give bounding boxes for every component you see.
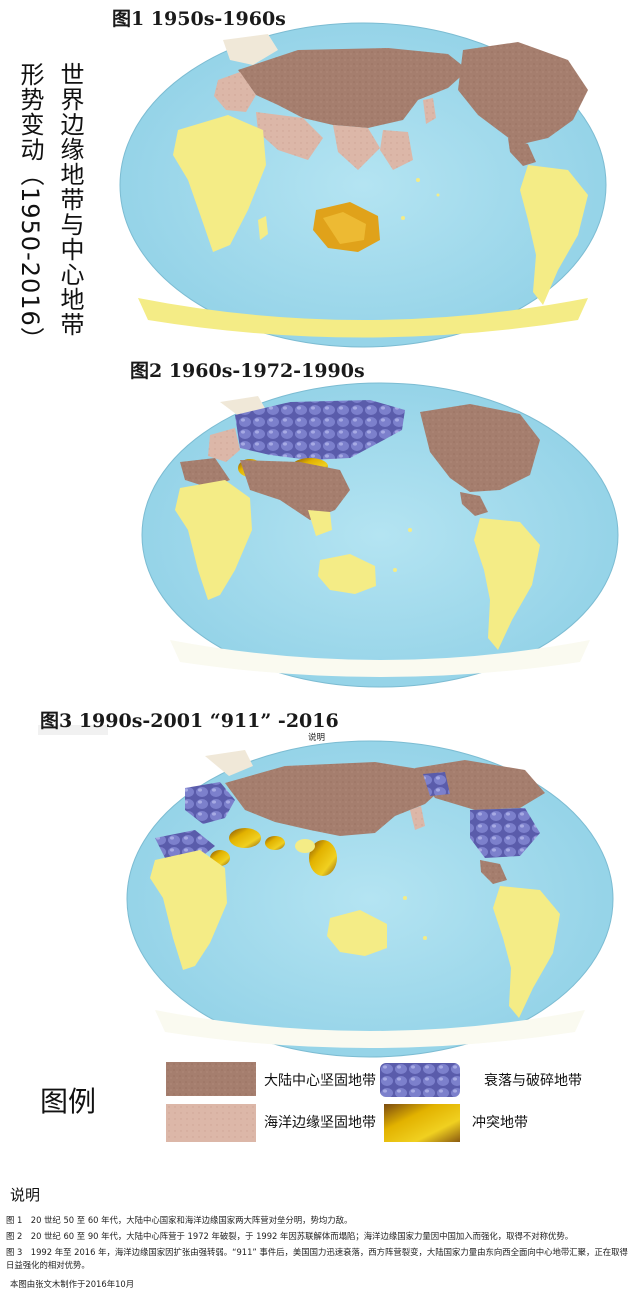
vertical-title-line1: 世界边缘地带与中心地带 <box>56 62 84 337</box>
small-caption: 说明 <box>308 733 326 743</box>
figure-3-title: 图3 1990s-2001 “911” -2016 <box>40 710 339 732</box>
legend-swatch-maritime <box>166 1104 256 1142</box>
note-figure-1: 图 1 20 世纪 50 至 60 年代，大陆中心国家和海洋边缘国家两大阵营对垒… <box>6 1215 353 1225</box>
figure-1-title: 图1 1950s-1960s <box>112 8 286 30</box>
figure-2-title: 图2 1960s-1972-1990s <box>130 360 365 382</box>
legend-label-maritime: 海洋边缘坚固地带 <box>264 1115 376 1131</box>
legend-heading: 图例 <box>40 1085 97 1118</box>
legend-swatch-continental <box>166 1062 256 1096</box>
world-map-2 <box>141 382 619 688</box>
legend-swatch-conflict <box>384 1104 460 1142</box>
notes-title: 说明 <box>10 1186 41 1204</box>
credit-line: 本图由张文木制作于2016年10月 <box>10 1279 135 1289</box>
legend-label-continental: 大陆中心坚固地带 <box>264 1073 376 1089</box>
legend-label-decline: 衰落与破碎地带 <box>484 1073 582 1089</box>
world-map-3 <box>126 740 614 1058</box>
world-map-1 <box>119 22 607 348</box>
figure-3-tag-background <box>38 725 108 735</box>
note-figure-3: 图 3 1992 年至 2016 年，海洋边缘国家因扩张由强转弱。“911” 事… <box>6 1247 628 1270</box>
legend-label-conflict: 冲突地带 <box>472 1115 528 1131</box>
note-figure-2: 图 2 20 世纪 60 至 90 年代，大陆中心阵营于 1972 年破裂，于 … <box>6 1231 574 1241</box>
legend-swatch-decline <box>380 1063 460 1097</box>
vertical-title-line2: 形势变动（1950-2016） <box>16 62 44 352</box>
